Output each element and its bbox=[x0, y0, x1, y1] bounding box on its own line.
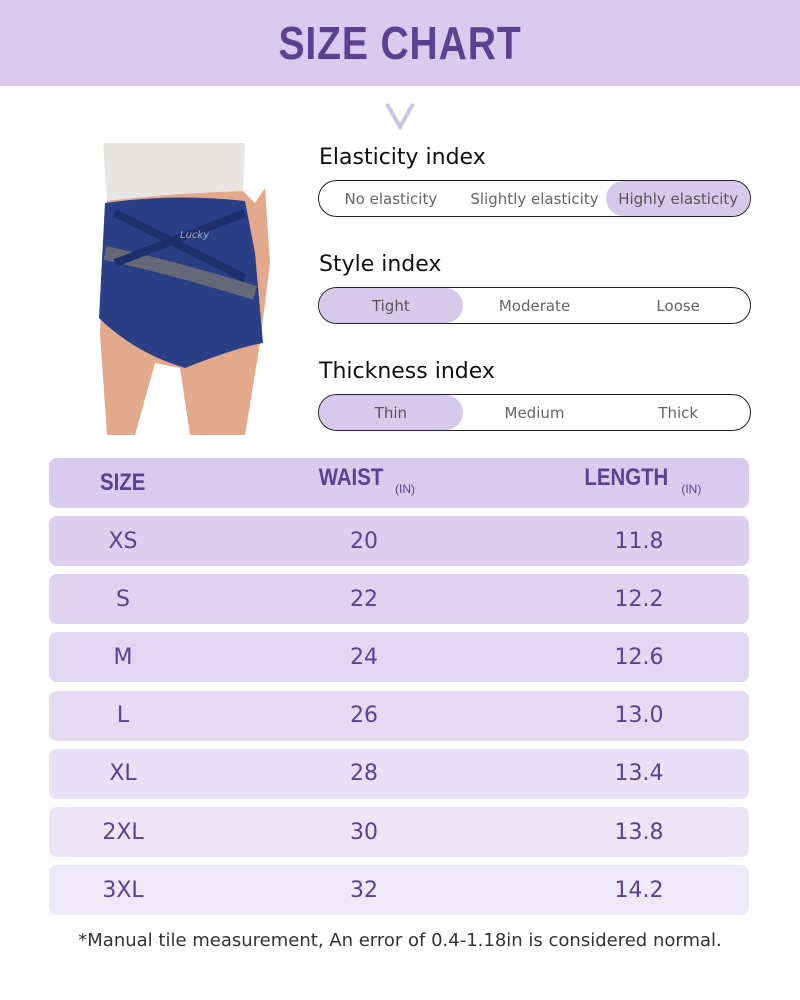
header-length-unit: (IN) bbox=[681, 482, 702, 496]
option-no-elasticity: No elasticity bbox=[344, 189, 438, 208]
option-tight: Tight bbox=[319, 288, 463, 323]
header-length: LENGTH bbox=[584, 464, 668, 491]
elasticity-options: No elasticity Slightly elasticity Highly… bbox=[318, 180, 751, 217]
measurement-note: *Manual tile measurement, An error of 0.… bbox=[78, 930, 722, 951]
product-logo: Lucky bbox=[180, 230, 210, 241]
cell-waist: 30 bbox=[350, 819, 378, 845]
table-row: XS 20 11.8 bbox=[49, 516, 749, 566]
table-row: S 22 12.2 bbox=[49, 574, 749, 625]
page-title: SIZE CHART bbox=[278, 17, 522, 69]
cell-length: 12.6 bbox=[614, 644, 664, 670]
thickness-options: Thin Medium Thick bbox=[318, 394, 751, 431]
cell-length: 13.8 bbox=[614, 819, 664, 845]
product-image: Lucky bbox=[99, 143, 270, 435]
cell-size: M bbox=[113, 644, 133, 670]
cell-waist: 28 bbox=[350, 761, 378, 787]
cell-waist: 24 bbox=[350, 644, 378, 670]
cell-length: 11.8 bbox=[614, 528, 664, 554]
table-row: 3XL 32 14.2 bbox=[49, 865, 749, 916]
header-waist: WAIST bbox=[318, 464, 384, 491]
cell-waist: 20 bbox=[350, 528, 378, 554]
cell-size: XS bbox=[108, 528, 138, 554]
cell-length: 14.2 bbox=[614, 877, 664, 903]
header-waist-unit: (IN) bbox=[395, 482, 415, 496]
table-header: SIZE WAIST (IN) LENGTH (IN) bbox=[49, 458, 749, 508]
cell-size: S bbox=[116, 586, 130, 612]
option-thin: Thin bbox=[319, 395, 463, 430]
option-slightly-elasticity: Slightly elasticity bbox=[470, 189, 599, 208]
option-thick: Thick bbox=[658, 403, 699, 422]
option-highly-elasticity: Highly elasticity bbox=[606, 181, 750, 216]
option-moderate: Moderate bbox=[498, 296, 571, 315]
cell-length: 13.0 bbox=[614, 703, 664, 729]
thickness-label: Thickness index bbox=[319, 359, 495, 384]
table-row: L 26 13.0 bbox=[49, 690, 749, 741]
cell-length: 13.4 bbox=[614, 761, 664, 787]
header-size: SIZE bbox=[100, 469, 146, 496]
style-options: Tight Moderate Loose bbox=[318, 287, 751, 324]
cell-waist: 26 bbox=[350, 703, 378, 729]
thickness-index: Thickness index Thin Medium Thick bbox=[318, 359, 751, 431]
option-loose: Loose bbox=[656, 296, 700, 315]
cell-waist: 32 bbox=[350, 877, 378, 903]
table-row: M 24 12.6 bbox=[49, 632, 749, 683]
cell-size: 3XL bbox=[102, 877, 144, 903]
cell-waist: 22 bbox=[350, 586, 378, 612]
elasticity-index: Elasticity index No elasticity Slightly … bbox=[318, 145, 751, 217]
elasticity-label: Elasticity index bbox=[319, 145, 486, 170]
title-banner: SIZE CHART bbox=[0, 0, 800, 86]
table-row: 2XL 30 13.8 bbox=[49, 807, 749, 857]
cell-size: 2XL bbox=[102, 819, 144, 845]
option-medium: Medium bbox=[504, 403, 565, 422]
table-row: XL 28 13.4 bbox=[49, 748, 749, 799]
style-label: Style index bbox=[319, 252, 442, 277]
cell-size: XL bbox=[109, 761, 137, 787]
chevron-down-icon bbox=[385, 103, 415, 130]
style-index: Style index Tight Moderate Loose bbox=[318, 252, 751, 324]
cell-size: L bbox=[116, 703, 130, 729]
cell-length: 12.2 bbox=[614, 586, 664, 612]
